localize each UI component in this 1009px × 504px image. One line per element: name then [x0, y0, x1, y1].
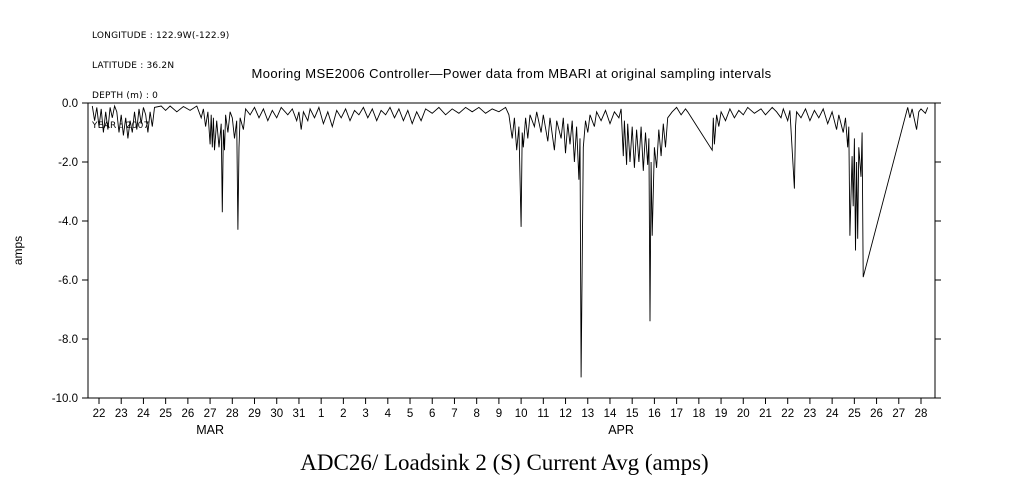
x-tick-label: 19 — [715, 408, 728, 420]
x-tick-label: 23 — [115, 408, 128, 420]
x-tick-label: 27 — [892, 408, 905, 420]
x-tick-label: 10 — [515, 408, 528, 420]
month-label: APR — [608, 423, 634, 437]
x-tick-label: 22 — [93, 408, 106, 420]
y-tick-label: 0.0 — [62, 98, 78, 110]
x-tick-label: 27 — [204, 408, 217, 420]
x-tick-label: 26 — [181, 408, 194, 420]
x-tick-label: 21 — [759, 408, 772, 420]
x-tick-label: 25 — [848, 408, 861, 420]
chart-title: Mooring MSE2006 Controller—Power data fr… — [251, 66, 772, 81]
x-tick-label: 6 — [429, 408, 435, 420]
y-tick-label: -4.0 — [58, 216, 78, 228]
x-tick-label: 28 — [915, 408, 928, 420]
x-tick-label: 23 — [804, 408, 817, 420]
x-tick-label: 3 — [362, 408, 368, 420]
x-tick-label: 17 — [670, 408, 683, 420]
x-tick-label: 7 — [451, 408, 457, 420]
y-tick-label: -8.0 — [58, 334, 78, 346]
x-tick-label: 31 — [293, 408, 306, 420]
data-line — [91, 104, 929, 378]
x-tick-label: 20 — [737, 408, 750, 420]
x-tick-label: 24 — [826, 408, 839, 420]
x-tick-label: 24 — [137, 408, 150, 420]
month-label: MAR — [196, 423, 224, 437]
x-tick-label: 14 — [604, 408, 617, 420]
x-tick-label: 2 — [340, 408, 346, 420]
x-tick-label: 4 — [385, 408, 392, 420]
metadata-longitude: LONGITUDE : 122.9W(-122.9) — [92, 31, 230, 41]
x-tick-label: 1 — [318, 408, 324, 420]
x-tick-label: 28 — [226, 408, 239, 420]
x-tick-label: 15 — [626, 408, 639, 420]
chart-bottom-title: ADC26/ Loadsink 2 (S) Current Avg (amps) — [300, 450, 709, 475]
x-tick-label: 12 — [559, 408, 572, 420]
x-tick-label: 16 — [648, 408, 661, 420]
x-tick-label: 22 — [781, 408, 794, 420]
x-tick-label: 25 — [159, 408, 172, 420]
y-tick-label: -6.0 — [58, 275, 78, 287]
x-tick-label: 13 — [581, 408, 594, 420]
x-tick-label: 11 — [537, 408, 549, 420]
x-tick-label: 26 — [870, 408, 883, 420]
x-tick-label: 29 — [248, 408, 261, 420]
metadata-latitude: LATITUDE : 36.2N — [92, 61, 175, 71]
x-tick-label: 30 — [270, 408, 283, 420]
x-tick-label: 8 — [473, 408, 479, 420]
y-tick-label: -2.0 — [58, 157, 78, 169]
y-tick-label: -10.0 — [52, 393, 78, 405]
metadata-depth: DEPTH (m) : 0 — [92, 91, 159, 101]
x-tick-label: 9 — [496, 408, 502, 420]
y-axis-label: amps — [11, 236, 25, 265]
x-tick-label: 5 — [407, 408, 413, 420]
x-tick-label: 18 — [692, 408, 705, 420]
